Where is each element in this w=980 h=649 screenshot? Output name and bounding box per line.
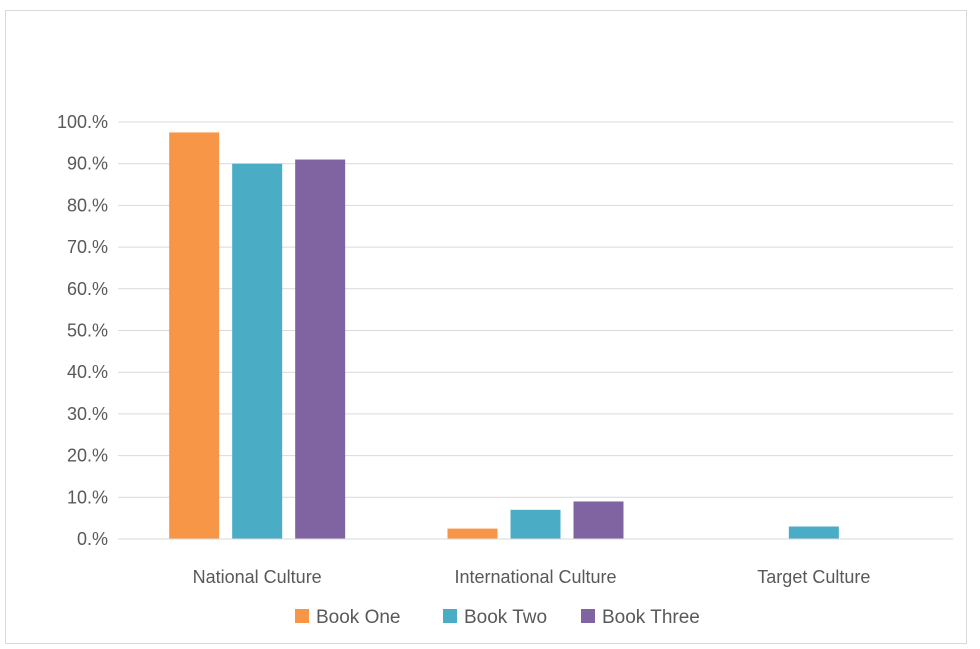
bar-book-one-international-culture — [447, 528, 498, 539]
bar-book-three-national-culture — [295, 159, 346, 539]
y-tick-label-40: 40.% — [67, 362, 108, 382]
x-category-label-national-culture: National Culture — [193, 567, 322, 587]
bar-book-three-international-culture — [573, 501, 624, 539]
y-tick-label-0: 0.% — [77, 529, 108, 549]
bar-book-one-national-culture — [169, 132, 220, 540]
legend-swatch-book-three — [581, 609, 595, 623]
legend-label-book-three: Book Three — [602, 607, 700, 628]
y-tick-label-10: 10.% — [67, 487, 108, 507]
legend-swatch-book-one — [295, 609, 309, 623]
x-category-label-target-culture: Target Culture — [757, 567, 870, 587]
bars — [169, 132, 839, 540]
legend: Book One Book Two Book Three — [295, 607, 700, 628]
y-tick-label-70: 70.% — [67, 237, 108, 257]
y-tick-label-60: 60.% — [67, 279, 108, 299]
chart-frame: 0.% 10.% 20.% 30.% 40.% 50.% 60.% 70.% 80.% 90.% 1… — [5, 10, 967, 644]
y-tick-label-80: 80.% — [67, 195, 108, 215]
y-tick-label-90: 90.% — [67, 154, 108, 174]
y-tick-label-30: 30.% — [67, 404, 108, 424]
y-tick-label-100: 100.% — [57, 112, 108, 132]
y-tick-label-20: 20.% — [67, 446, 108, 466]
y-tick-label-50: 50.% — [67, 321, 108, 341]
bar-chart: 0.% 10.% 20.% 30.% 40.% 50.% 60.% 70.% 80.% 90.% 1… — [57, 112, 953, 628]
legend-swatch-book-two — [443, 609, 457, 623]
bar-book-two-target-culture — [788, 526, 839, 539]
y-axis-tick-labels: 0.% 10.% 20.% 30.% 40.% 50.% 60.% 70.% 80.% 90.% 1… — [57, 112, 108, 549]
legend-label-book-two: Book Two — [464, 607, 547, 628]
x-category-label-international-culture: International Culture — [454, 567, 616, 587]
legend-label-book-one: Book One — [316, 607, 401, 628]
x-axis-category-labels: National Culture International Culture Tar… — [193, 567, 871, 587]
bar-book-two-national-culture — [232, 163, 283, 539]
bar-book-two-international-culture — [510, 509, 561, 539]
